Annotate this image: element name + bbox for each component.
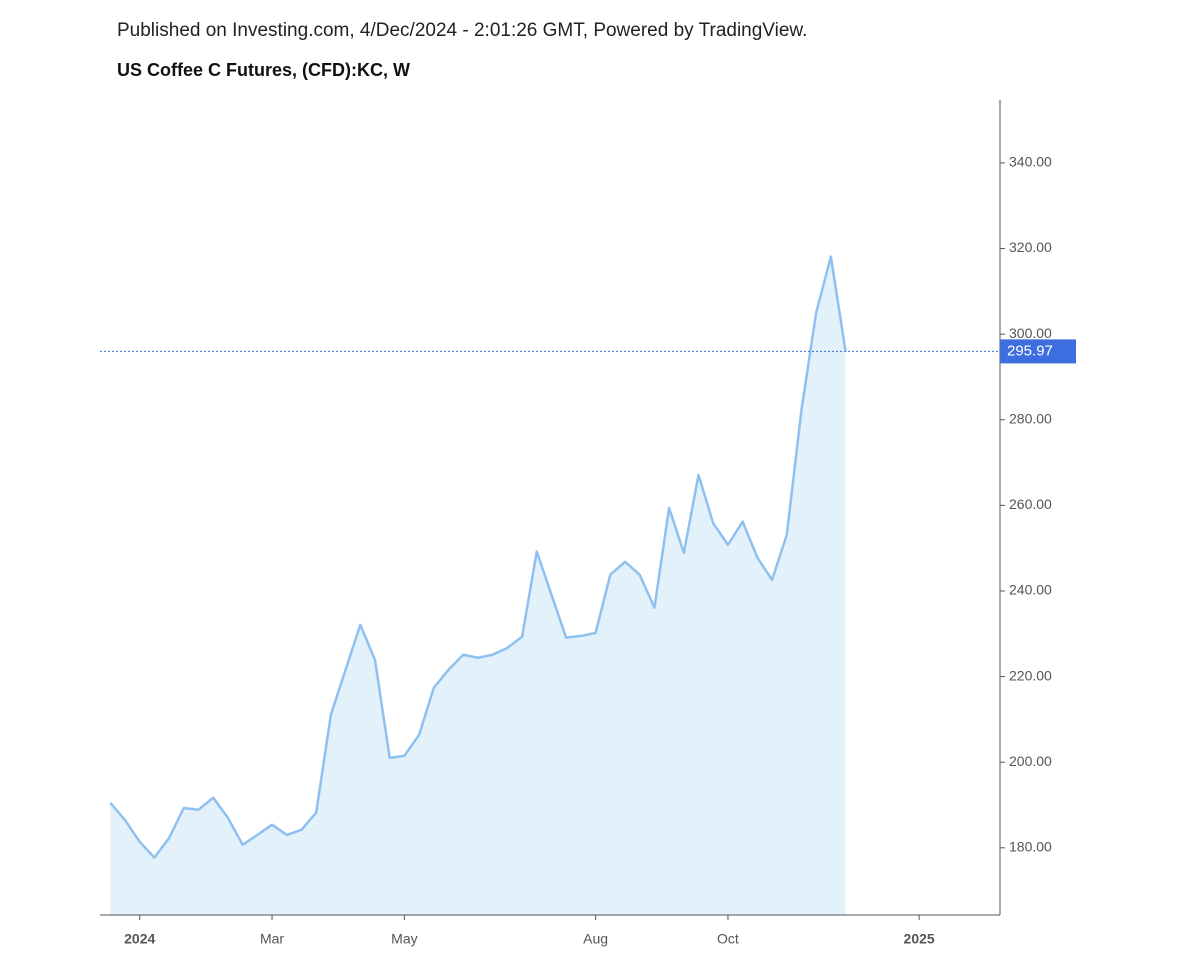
y-tick-label: 220.00 bbox=[1009, 667, 1052, 683]
area-fill bbox=[110, 256, 846, 915]
y-tick-label: 280.00 bbox=[1009, 410, 1052, 426]
y-tick-label: 180.00 bbox=[1009, 838, 1052, 854]
y-tick-label: 300.00 bbox=[1009, 325, 1052, 341]
x-tick-label: May bbox=[391, 931, 417, 947]
x-tick-label: Mar bbox=[260, 931, 284, 947]
chart-title: US Coffee C Futures, (CFD):KC, W bbox=[117, 60, 410, 80]
y-tick-label: 320.00 bbox=[1009, 239, 1052, 255]
y-tick-label: 340.00 bbox=[1009, 154, 1052, 170]
x-tick-label: 2024 bbox=[124, 931, 155, 947]
price-line bbox=[109, 255, 847, 859]
y-tick-label: 200.00 bbox=[1009, 753, 1052, 769]
y-tick-label: 260.00 bbox=[1009, 496, 1052, 512]
last-value-label: 295.97 bbox=[1007, 342, 1053, 359]
last-value-box bbox=[1000, 339, 1076, 364]
chart-subtitle: Published on Investing.com, 4/Dec/2024 -… bbox=[117, 20, 807, 41]
y-tick-label: 240.00 bbox=[1009, 582, 1052, 598]
x-tick-label: Aug bbox=[583, 931, 608, 947]
x-tick-label: 2025 bbox=[904, 931, 935, 947]
x-tick-label: Oct bbox=[717, 931, 739, 947]
